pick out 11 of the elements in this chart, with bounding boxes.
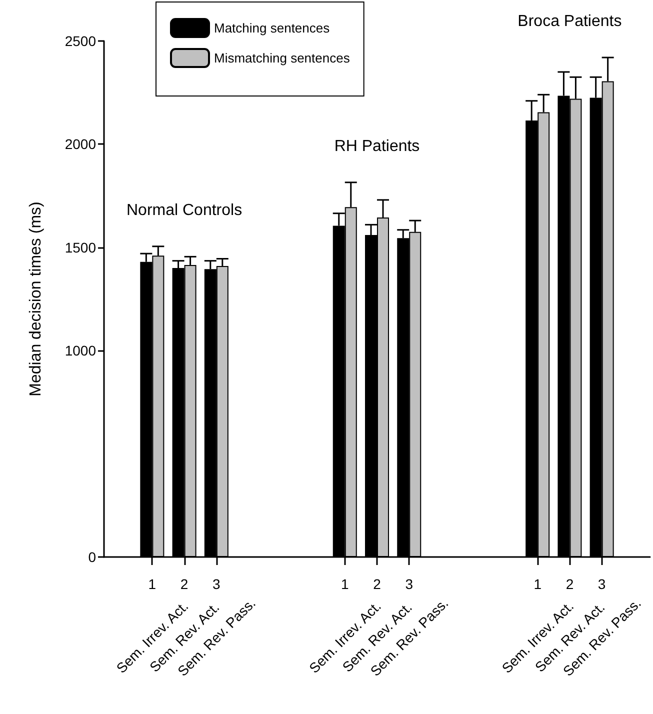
annotation: RH Patients — [334, 138, 420, 155]
y-tick-label: 2500 — [64, 33, 96, 49]
y-tick-label: 2000 — [64, 136, 96, 152]
y-axis-title: Median decision times (ms) — [28, 202, 44, 396]
text: Broca Patients — [518, 13, 622, 30]
y-tick-label: 0 — [88, 549, 96, 565]
annotation: Normal Controls — [126, 202, 242, 219]
y-tick-label: 1500 — [64, 239, 96, 256]
y-tick-label: 1000 — [64, 342, 96, 359]
legend-label: Matching sentences — [214, 20, 330, 36]
legend-label: Mismatching sentences — [214, 50, 350, 66]
